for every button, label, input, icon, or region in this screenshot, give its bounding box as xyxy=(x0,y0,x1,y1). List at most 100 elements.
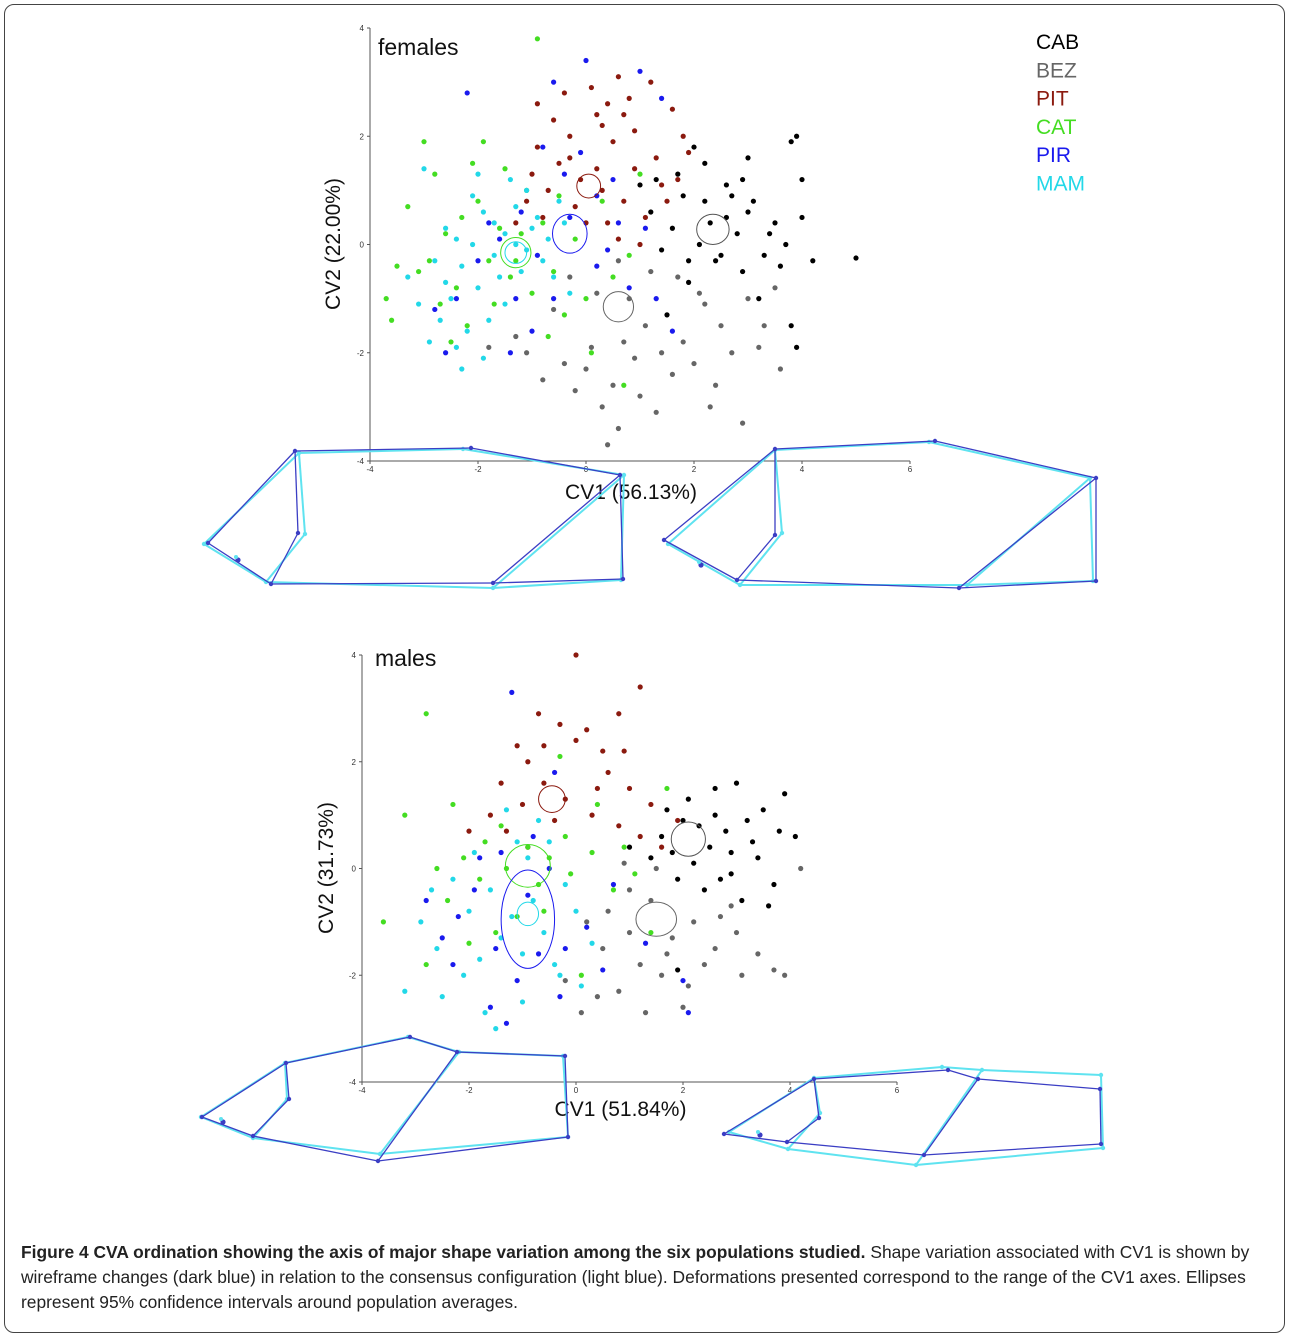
legend: CAB BEZ PIT CAT PIR MAM xyxy=(1036,31,1085,196)
data-point xyxy=(503,807,510,813)
landmark xyxy=(205,540,211,546)
wire-edge xyxy=(377,1136,569,1162)
wireframe-males-left xyxy=(198,1034,571,1164)
wire-edge xyxy=(736,579,960,589)
data-point xyxy=(605,220,611,226)
data-point xyxy=(637,833,643,840)
data-point xyxy=(853,255,859,261)
series-cab xyxy=(637,133,859,350)
wire-edge xyxy=(958,477,1097,589)
data-point xyxy=(535,951,542,957)
data-point xyxy=(529,328,535,334)
data-point xyxy=(798,865,804,872)
wire-edge xyxy=(456,1051,566,1057)
data-point xyxy=(509,689,515,695)
data-point xyxy=(810,258,816,264)
figure-frame xyxy=(4,4,1285,1333)
data-point xyxy=(610,881,617,888)
data-point xyxy=(685,1010,691,1016)
data-point xyxy=(686,258,692,264)
data-point xyxy=(578,149,584,156)
data-point xyxy=(466,940,472,946)
data-point xyxy=(567,214,573,221)
landmark xyxy=(1098,1072,1104,1078)
data-point xyxy=(466,828,472,834)
x-tick-label: 6 xyxy=(895,1086,900,1095)
landmark xyxy=(199,1114,205,1120)
x-tick-label: 0 xyxy=(574,1086,579,1095)
landmark xyxy=(772,532,778,538)
landmark xyxy=(1097,1086,1103,1092)
data-point xyxy=(626,929,633,936)
data-point xyxy=(626,285,632,291)
landmark xyxy=(219,1117,223,1121)
data-point xyxy=(680,817,686,824)
data-point xyxy=(691,144,697,150)
landmark xyxy=(697,560,701,564)
data-point xyxy=(584,924,590,930)
landmark xyxy=(956,585,962,591)
data-point xyxy=(475,198,481,204)
data-point xyxy=(767,231,773,237)
landmark xyxy=(460,446,466,452)
data-point xyxy=(578,1010,584,1016)
data-point xyxy=(777,263,784,269)
data-point xyxy=(432,306,438,313)
data-point xyxy=(621,339,627,345)
wire-edge xyxy=(492,578,624,584)
data-point xyxy=(740,268,746,275)
data-point xyxy=(471,887,477,893)
landmark xyxy=(975,1076,981,1082)
landmark xyxy=(201,541,207,547)
data-point xyxy=(459,214,465,221)
data-point xyxy=(691,360,697,367)
data-point xyxy=(518,268,524,275)
panel-label-females: females xyxy=(378,34,459,60)
data-point xyxy=(557,994,563,1000)
legend-entry-cab: CAB xyxy=(1036,31,1079,54)
data-point xyxy=(615,258,622,264)
wire-edge xyxy=(201,1116,254,1137)
y-tick-label: 0 xyxy=(352,865,357,874)
data-point xyxy=(502,166,508,172)
data-point xyxy=(540,258,546,264)
data-point xyxy=(524,198,530,204)
x-tick-label: -2 xyxy=(474,465,482,474)
series-cat xyxy=(383,36,643,388)
legend-entry-bez: BEZ xyxy=(1036,59,1077,82)
series-bez xyxy=(562,860,804,1016)
data-point xyxy=(534,144,541,150)
wire-edge xyxy=(977,1078,1101,1090)
data-point xyxy=(782,791,788,797)
data-point xyxy=(653,409,659,415)
data-point xyxy=(493,945,499,952)
series-mam xyxy=(402,807,595,1032)
data-point xyxy=(637,171,643,177)
data-point xyxy=(509,913,515,920)
landmark xyxy=(1100,1145,1106,1151)
data-point xyxy=(648,268,654,275)
series-pir xyxy=(423,689,691,1026)
data-point xyxy=(739,897,745,904)
data-point xyxy=(583,296,589,302)
series-pir xyxy=(432,57,676,356)
data-point xyxy=(475,285,481,291)
y-tick-label: 2 xyxy=(352,758,357,767)
data-point xyxy=(453,285,459,291)
landmark xyxy=(737,582,743,588)
data-point xyxy=(518,209,524,215)
data-point xyxy=(588,84,595,91)
confidence-ellipse-pir xyxy=(552,213,588,254)
data-point xyxy=(621,112,627,118)
data-point xyxy=(616,988,622,994)
data-point xyxy=(567,274,573,280)
data-point xyxy=(680,1004,686,1010)
wireframe-females-right xyxy=(661,438,1099,591)
data-point xyxy=(421,166,427,172)
data-point xyxy=(466,908,472,914)
data-point xyxy=(475,171,481,177)
data-point xyxy=(487,812,493,818)
data-point xyxy=(637,684,643,690)
data-point xyxy=(459,263,465,269)
